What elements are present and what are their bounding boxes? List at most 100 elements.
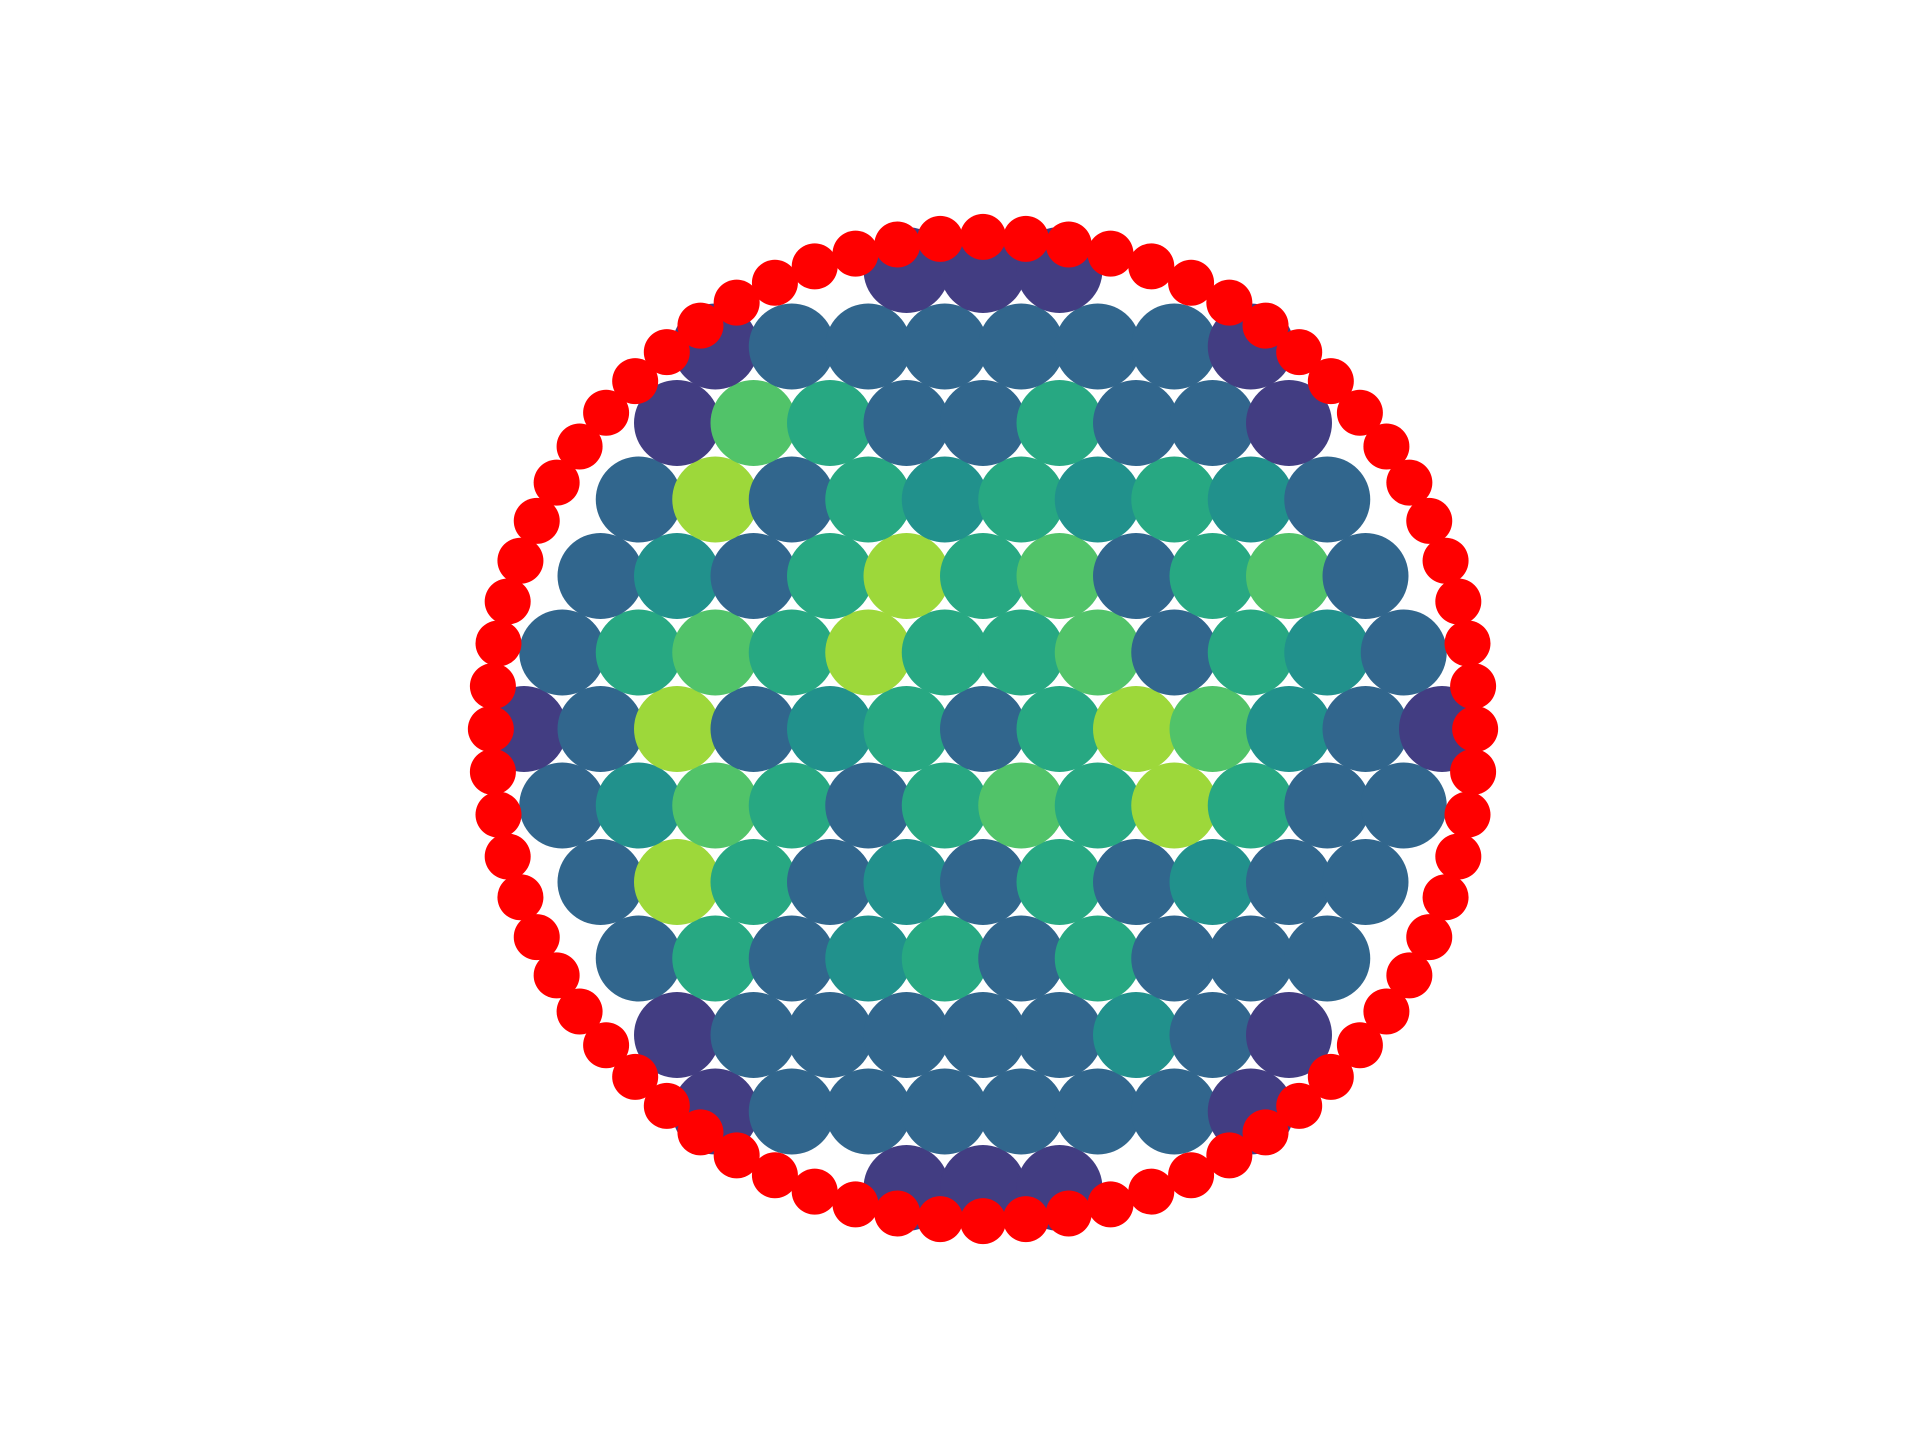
boundary-point <box>1242 1109 1289 1156</box>
interior-point <box>1054 303 1141 390</box>
boundary-point <box>1307 1053 1354 1100</box>
interior-point <box>595 915 682 1002</box>
interior-point <box>1360 609 1447 696</box>
interior-point <box>901 915 988 1002</box>
interior-point <box>787 686 873 772</box>
interior-point <box>672 609 759 696</box>
interior-point <box>1246 686 1332 772</box>
boundary-point <box>1422 537 1469 584</box>
interior-point <box>748 456 835 543</box>
interior-point <box>1284 762 1371 849</box>
interior-point <box>557 686 644 772</box>
interior-point <box>978 915 1065 1002</box>
interior-point <box>748 1068 835 1155</box>
interior-point <box>1399 686 1485 772</box>
interior-point <box>901 762 988 849</box>
interior-point <box>825 456 912 543</box>
interior-point <box>634 686 720 772</box>
interior-point <box>940 533 1026 619</box>
boundary-point <box>469 663 516 710</box>
interior-point <box>1093 839 1179 925</box>
interior-point <box>978 303 1065 390</box>
interior-point <box>1054 609 1141 696</box>
boundary-point <box>1168 259 1215 306</box>
interior-point <box>634 992 720 1078</box>
boundary-point <box>467 706 514 752</box>
boundary-point <box>1363 423 1410 470</box>
interior-point <box>1246 533 1332 619</box>
interior-point <box>901 303 988 390</box>
interior-point <box>634 380 720 466</box>
boundary-point <box>713 1132 760 1179</box>
boundary-point <box>1206 1132 1253 1179</box>
boundary-point <box>1276 329 1323 376</box>
interior-point <box>901 609 988 696</box>
boundary-point <box>1422 874 1469 921</box>
interior-point <box>978 456 1065 543</box>
interior-point <box>787 533 873 619</box>
boundary-point <box>1406 914 1453 961</box>
interior-point <box>595 762 682 849</box>
boundary-point <box>533 459 580 506</box>
boundary-point <box>960 1198 1006 1245</box>
interior-point <box>710 380 797 466</box>
interior-point <box>1016 992 1103 1078</box>
boundary-point <box>556 423 603 470</box>
boundary-point <box>513 914 560 961</box>
boundary-point <box>1444 620 1491 667</box>
boundary-point <box>1002 215 1049 262</box>
interior-point <box>710 839 797 925</box>
interior-point <box>519 762 606 849</box>
boundary-point <box>1444 791 1491 838</box>
interior-point <box>634 839 720 925</box>
interior-point <box>863 992 950 1078</box>
interior-point <box>787 992 873 1078</box>
interior-point <box>1093 686 1179 772</box>
boundary-point <box>791 243 838 290</box>
boundary-point <box>1336 389 1383 436</box>
interior-point <box>1054 456 1141 543</box>
interior-point <box>1016 686 1103 772</box>
interior-point <box>901 456 988 543</box>
interior-point <box>1054 1068 1141 1155</box>
boundary-point <box>874 1190 921 1237</box>
interior-point <box>634 533 720 619</box>
interior-point <box>748 762 835 849</box>
interior-point <box>1322 533 1409 619</box>
interior-point <box>1246 839 1332 925</box>
interior-point <box>1093 533 1179 619</box>
boundary-point <box>513 497 560 544</box>
interior-point <box>978 1068 1065 1155</box>
boundary-point <box>612 358 659 405</box>
interior-point <box>1246 992 1332 1078</box>
boundary-point <box>1002 1196 1049 1243</box>
interior-point <box>940 1145 1026 1231</box>
boundary-point <box>1336 1022 1383 1069</box>
boundary-point <box>484 833 531 880</box>
interior-point <box>1131 456 1218 543</box>
interior-point <box>1207 915 1294 1002</box>
interior-point <box>940 227 1026 313</box>
boundary-point <box>1307 358 1354 405</box>
boundary-point <box>1276 1082 1323 1129</box>
boundary-point <box>1087 1181 1134 1228</box>
interior-point <box>1131 915 1218 1002</box>
interior-point <box>1169 992 1256 1078</box>
boundary-point <box>677 1109 724 1156</box>
boundary-point <box>1452 706 1499 752</box>
interior-point <box>863 686 950 772</box>
boundary-point <box>1087 230 1134 277</box>
boundary-point <box>832 230 879 277</box>
interior-point <box>787 839 873 925</box>
boundary-point <box>960 213 1006 260</box>
interior-point <box>1284 456 1371 543</box>
boundary-point <box>713 279 760 326</box>
boundary-point <box>643 329 690 376</box>
interior-point <box>1169 380 1256 466</box>
interior-point <box>595 456 682 543</box>
interior-point <box>710 686 797 772</box>
interior-point <box>1284 609 1371 696</box>
interior-point <box>1246 380 1332 466</box>
